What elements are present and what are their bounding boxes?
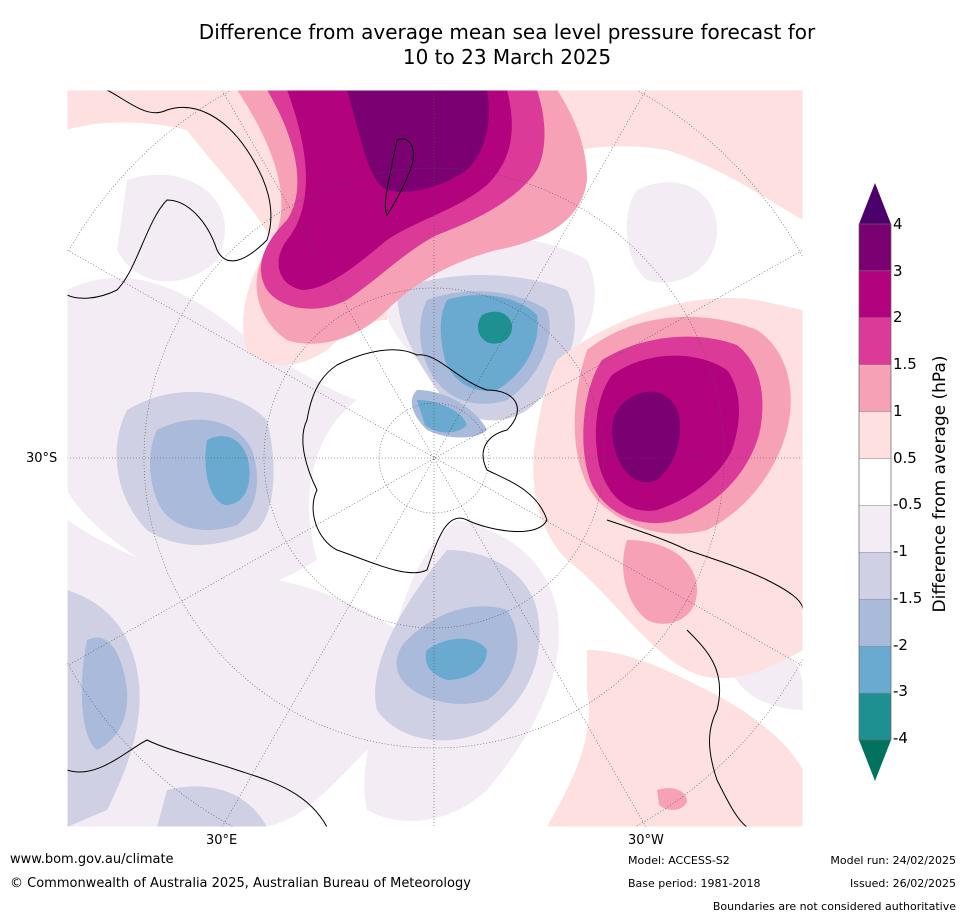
footer-disclaimer: Boundaries are not considered authoritat…	[712, 900, 956, 913]
colorbar-title: Difference from average (hPa)	[930, 355, 950, 613]
colorbar-tick-7: -1	[893, 542, 908, 560]
colorbar	[858, 183, 892, 781]
footer-url[interactable]: www.bom.gov.au/climate	[10, 852, 174, 867]
colorbar-bin-2	[858, 317, 892, 365]
new-zealand	[384, 138, 414, 216]
chart-title: Difference from average mean sea level p…	[0, 20, 965, 70]
colorbar-bin-9	[858, 645, 892, 694]
lon-label-30e: 30°E	[206, 833, 238, 848]
colorbar-over-arrow	[859, 183, 891, 224]
colorbar-tick-2: 2	[893, 308, 903, 326]
lon-label-30w: 30°W	[628, 833, 664, 848]
colorbar-tick-9: -2	[893, 636, 908, 654]
colorbar-tick-6: -0.5	[893, 495, 923, 513]
footer-base-period: Base period: 1981-2018	[628, 877, 761, 890]
colorbar-tick-10: -3	[893, 682, 908, 700]
south-america-coast	[606, 519, 803, 827]
colorbar-bin-10	[858, 692, 892, 741]
colorbar-bin-1	[858, 270, 892, 319]
footer-issued: Issued: 26/02/2025	[849, 877, 956, 890]
colorbar-tick-1: 3	[893, 262, 903, 280]
colorbar-bin-4	[858, 411, 892, 459]
colorbar-bin-0	[858, 223, 892, 272]
colorbar-bin-3	[858, 364, 892, 412]
colorbar-bin-6	[858, 505, 892, 553]
lat-label-30s: 30°S	[26, 451, 58, 466]
colorbar-tick-0: 4	[893, 215, 903, 233]
colorbar-bin-8	[858, 599, 892, 647]
graticule	[67, 90, 803, 827]
australia-coast	[67, 90, 272, 299]
negative-3-zones	[477, 311, 513, 344]
colorbar-tick-5: 0.5	[893, 449, 917, 467]
colorbar-under-arrow	[859, 740, 891, 781]
colorbar-tick-11: -4	[893, 729, 908, 747]
footer-copyright: © Commonwealth of Australia 2025, Austra…	[10, 876, 471, 891]
title-line-2: 10 to 23 March 2025	[402, 45, 612, 69]
footer-model: Model: ACCESS-S2	[628, 854, 730, 867]
colorbar-bins	[858, 223, 892, 741]
negative-2-zones	[205, 295, 538, 680]
footer-model-run: Model run: 24/02/2025	[830, 854, 956, 867]
colorbar-tick-8: -1.5	[893, 589, 923, 607]
pressure-anomaly-map	[67, 90, 803, 827]
colorbar-bin-7	[858, 552, 892, 600]
title-line-1: Difference from average mean sea level p…	[198, 20, 816, 44]
colorbar-bin-5	[858, 458, 892, 506]
antarctica-outline	[302, 349, 548, 574]
coastlines	[67, 90, 803, 827]
colorbar-tick-3: 1.5	[893, 355, 917, 373]
positive-3-zones	[347, 90, 681, 483]
colorbar-tick-4: 1	[893, 402, 903, 420]
africa-coast	[67, 739, 328, 827]
